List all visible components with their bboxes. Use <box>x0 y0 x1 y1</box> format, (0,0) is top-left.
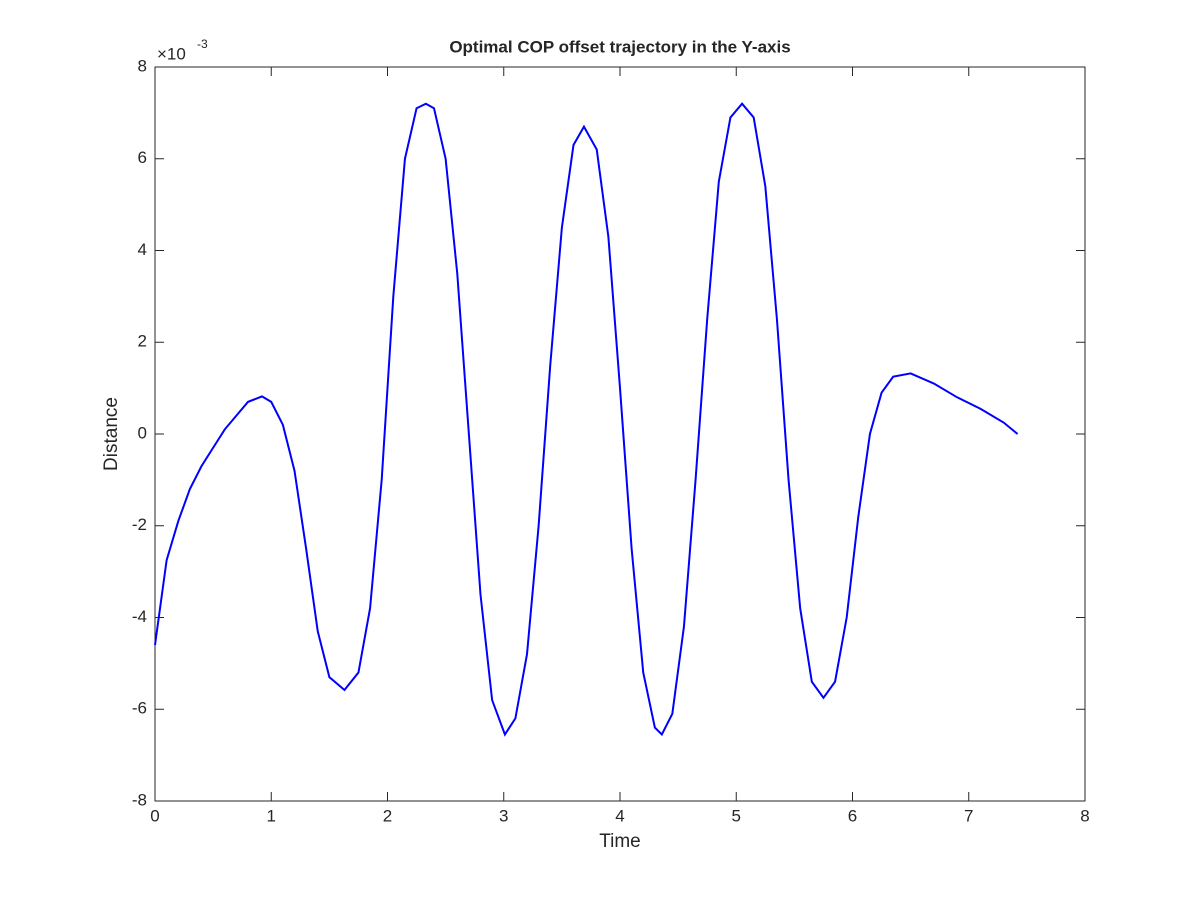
data-line <box>154 102 1019 737</box>
x-tick-label: 6 <box>848 806 857 825</box>
x-tick-label: 7 <box>964 806 973 825</box>
x-tick-label: 8 <box>1080 806 1089 825</box>
x-tick-label: 1 <box>267 806 276 825</box>
x-axis-label: Time <box>599 831 641 852</box>
y-tick-label: -6 <box>132 699 147 718</box>
y-exponent: -3 <box>197 37 208 51</box>
y-axis-label: Distance <box>101 397 122 471</box>
y-tick-label: -4 <box>132 607 147 626</box>
y-tick-label: 6 <box>138 148 147 167</box>
y-tick-label: -8 <box>132 790 147 809</box>
y-tick-label: 2 <box>138 332 147 351</box>
plot-frame <box>154 66 1086 802</box>
x-tick-label: 4 <box>615 806 624 825</box>
x-tick-label: 2 <box>383 806 392 825</box>
x-tick-label: 3 <box>499 806 508 825</box>
chart-title: Optimal COP offset trajectory in the Y-a… <box>449 37 790 56</box>
y-tick-label: 8 <box>138 56 147 75</box>
y-tick-label: -2 <box>132 515 147 534</box>
x-tick-label: 0 <box>150 806 159 825</box>
x-tick-label: 5 <box>732 806 741 825</box>
y-exponent-base: ×10 <box>157 44 186 63</box>
y-tick-label: 0 <box>138 423 147 442</box>
y-tick-label: 4 <box>138 240 147 259</box>
